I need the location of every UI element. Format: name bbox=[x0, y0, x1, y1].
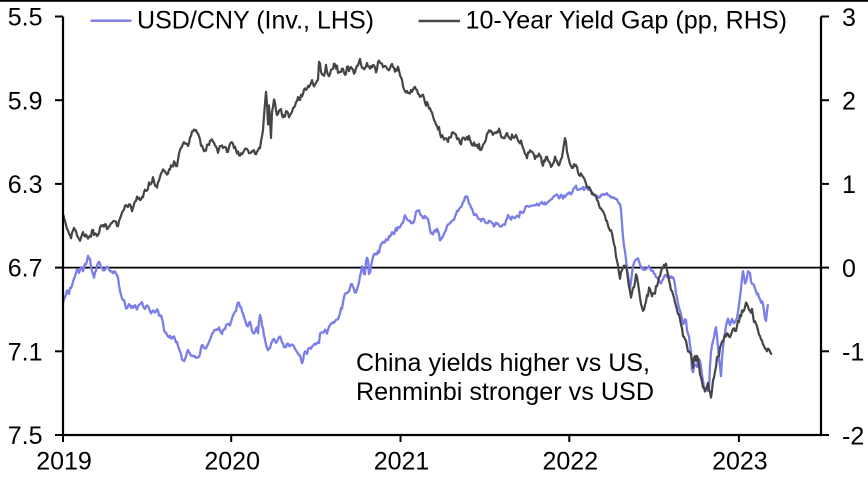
svg-text:USD/CNY (Inv., LHS): USD/CNY (Inv., LHS) bbox=[137, 7, 374, 35]
svg-text:2023: 2023 bbox=[712, 448, 768, 476]
svg-text:-1: -1 bbox=[842, 339, 864, 367]
svg-text:2020: 2020 bbox=[204, 448, 260, 476]
svg-text:7.5: 7.5 bbox=[8, 422, 43, 450]
svg-text:0: 0 bbox=[842, 255, 856, 283]
svg-text:5.9: 5.9 bbox=[8, 87, 43, 115]
svg-text:6.3: 6.3 bbox=[8, 171, 43, 199]
svg-text:2019: 2019 bbox=[36, 448, 92, 476]
svg-text:-2: -2 bbox=[842, 422, 864, 450]
svg-text:2021: 2021 bbox=[374, 448, 430, 476]
svg-text:2022: 2022 bbox=[542, 448, 598, 476]
svg-text:5.5: 5.5 bbox=[8, 4, 43, 32]
svg-text:6.7: 6.7 bbox=[8, 255, 43, 283]
svg-text:10-Year Yield Gap (pp, RHS): 10-Year Yield Gap (pp, RHS) bbox=[466, 7, 788, 35]
svg-text:China yields higher vs US,: China yields higher vs US, bbox=[356, 349, 650, 377]
svg-text:3: 3 bbox=[842, 4, 856, 32]
svg-text:1: 1 bbox=[842, 171, 856, 199]
svg-text:Renminbi stronger vs USD: Renminbi stronger vs USD bbox=[356, 378, 654, 406]
svg-text:2: 2 bbox=[842, 88, 856, 116]
svg-text:7.1: 7.1 bbox=[8, 338, 43, 366]
